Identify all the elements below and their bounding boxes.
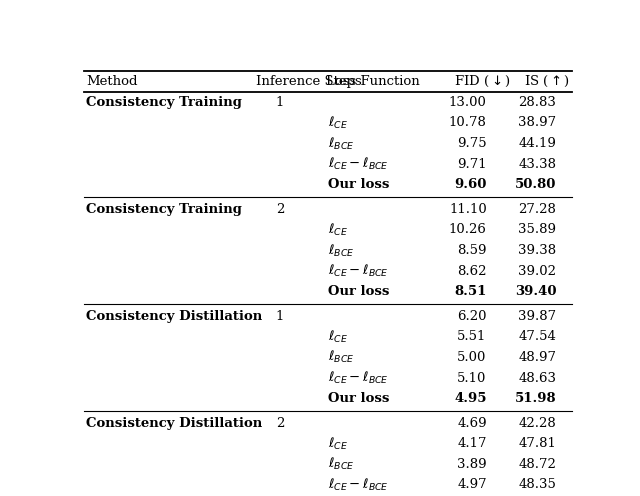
Text: Method: Method	[86, 75, 138, 88]
Text: 27.28: 27.28	[518, 203, 556, 216]
Text: IS ($\uparrow$): IS ($\uparrow$)	[524, 74, 570, 89]
Text: 10.26: 10.26	[449, 223, 487, 237]
Text: Consistency Training: Consistency Training	[86, 96, 242, 109]
Text: 51.98: 51.98	[515, 392, 556, 405]
Text: 47.54: 47.54	[518, 330, 556, 343]
Text: 5.10: 5.10	[458, 372, 487, 384]
Text: 8.51: 8.51	[454, 285, 487, 298]
Text: 1: 1	[276, 310, 284, 323]
Text: 3.89: 3.89	[457, 458, 487, 471]
Text: $\ell_{BCE}$: $\ell_{BCE}$	[328, 349, 355, 366]
Text: $\ell_{CE}$: $\ell_{CE}$	[328, 329, 348, 345]
Text: 39.38: 39.38	[518, 244, 556, 257]
Text: 9.71: 9.71	[457, 158, 487, 171]
Text: 9.75: 9.75	[457, 137, 487, 150]
Text: Consistency Distillation: Consistency Distillation	[86, 310, 262, 323]
Text: FID ($\downarrow$): FID ($\downarrow$)	[454, 74, 511, 89]
Text: $\ell_{CE} - \ell_{BCE}$: $\ell_{CE} - \ell_{BCE}$	[328, 477, 388, 493]
Text: 4.69: 4.69	[457, 417, 487, 430]
Text: 8.62: 8.62	[457, 264, 487, 278]
Text: $\ell_{CE} - \ell_{BCE}$: $\ell_{CE} - \ell_{BCE}$	[328, 263, 388, 279]
Text: Our loss: Our loss	[328, 392, 389, 405]
Text: 48.35: 48.35	[518, 479, 556, 492]
Text: 11.10: 11.10	[449, 203, 487, 216]
Text: $\ell_{BCE}$: $\ell_{BCE}$	[328, 456, 355, 472]
Text: 44.19: 44.19	[518, 137, 556, 150]
Text: $\ell_{BCE}$: $\ell_{BCE}$	[328, 243, 355, 258]
Text: 39.87: 39.87	[518, 310, 556, 323]
Text: 8.59: 8.59	[457, 244, 487, 257]
Text: 35.89: 35.89	[518, 223, 556, 237]
Text: 10.78: 10.78	[449, 117, 487, 129]
Text: 50.80: 50.80	[515, 178, 556, 191]
Text: 39.40: 39.40	[515, 285, 556, 298]
Text: 47.81: 47.81	[518, 437, 556, 450]
Text: 2: 2	[276, 417, 284, 430]
Text: $\ell_{BCE}$: $\ell_{BCE}$	[328, 135, 355, 152]
Text: Consistency Distillation: Consistency Distillation	[86, 417, 262, 430]
Text: $\ell_{CE} - \ell_{BCE}$: $\ell_{CE} - \ell_{BCE}$	[328, 156, 388, 172]
Text: 39.02: 39.02	[518, 264, 556, 278]
Text: 1: 1	[276, 96, 284, 109]
Text: 5.51: 5.51	[458, 330, 487, 343]
Text: 5.00: 5.00	[458, 351, 487, 364]
Text: 13.00: 13.00	[449, 96, 487, 109]
Text: $\ell_{CE}$: $\ell_{CE}$	[328, 115, 348, 131]
Text: 6.20: 6.20	[457, 310, 487, 323]
Text: Consistency Training: Consistency Training	[86, 203, 242, 216]
Text: 28.83: 28.83	[518, 96, 556, 109]
Text: 48.63: 48.63	[518, 372, 556, 384]
Text: $\ell_{CE}$: $\ell_{CE}$	[328, 435, 348, 452]
Text: 48.97: 48.97	[518, 351, 556, 364]
Text: 4.17: 4.17	[457, 437, 487, 450]
Text: $\ell_{CE}$: $\ell_{CE}$	[328, 222, 348, 238]
Text: 42.28: 42.28	[518, 417, 556, 430]
Text: 2: 2	[276, 203, 284, 216]
Text: 4.97: 4.97	[457, 479, 487, 492]
Text: 43.38: 43.38	[518, 158, 556, 171]
Text: Loss Function: Loss Function	[326, 75, 419, 88]
Text: $\ell_{CE} - \ell_{BCE}$: $\ell_{CE} - \ell_{BCE}$	[328, 370, 388, 386]
Text: Our loss: Our loss	[328, 285, 389, 298]
Text: 38.97: 38.97	[518, 117, 556, 129]
Text: Our loss: Our loss	[328, 178, 389, 191]
Text: 9.60: 9.60	[454, 178, 487, 191]
Text: 48.72: 48.72	[518, 458, 556, 471]
Text: Inference Steps: Inference Steps	[256, 75, 362, 88]
Text: 4.95: 4.95	[454, 392, 487, 405]
